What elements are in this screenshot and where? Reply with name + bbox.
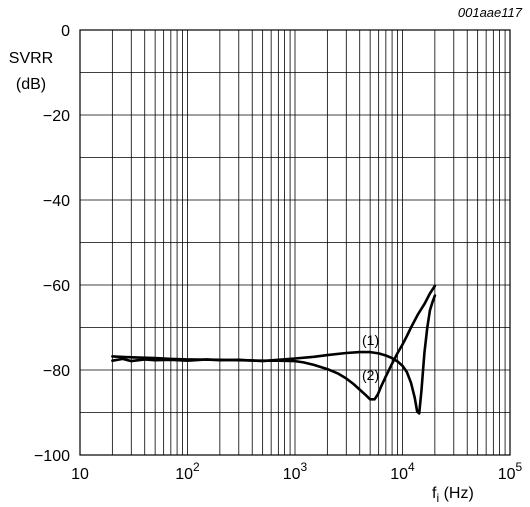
x-axis-label-main: f (432, 485, 437, 502)
plot-frame (79, 29, 511, 456)
x-tick-label: 105 (498, 460, 523, 483)
x-axis-label: fi (Hz) (432, 485, 474, 505)
x-tick-label: 102 (175, 460, 200, 483)
x-tick-label: 103 (283, 460, 308, 483)
figure-code: 001aae117 (458, 5, 523, 20)
x-tick-label: 104 (390, 460, 415, 483)
y-tick-label: 0 (61, 23, 70, 40)
series-line-1 (111, 294, 437, 415)
series-layer (111, 284, 437, 415)
y-tick-label: −60 (43, 278, 70, 295)
series-line-2 (111, 284, 437, 401)
y-tick-label: −80 (43, 363, 70, 380)
x-axis-label-unit: (Hz) (439, 485, 474, 502)
y-axis-label-line1: SVRR (9, 50, 53, 67)
y-tick-label: −40 (43, 193, 70, 210)
plot-grid (80, 30, 510, 455)
x-axis-label-subscript: i (436, 491, 439, 505)
y-tick-label: −20 (43, 108, 70, 125)
series-label-1: (1) (362, 332, 379, 348)
series-label-2: (2) (362, 367, 379, 383)
x-tick-label: 10 (71, 466, 89, 483)
y-tick-label: −100 (34, 448, 70, 465)
y-axis-label-line2: (dB) (16, 76, 46, 93)
